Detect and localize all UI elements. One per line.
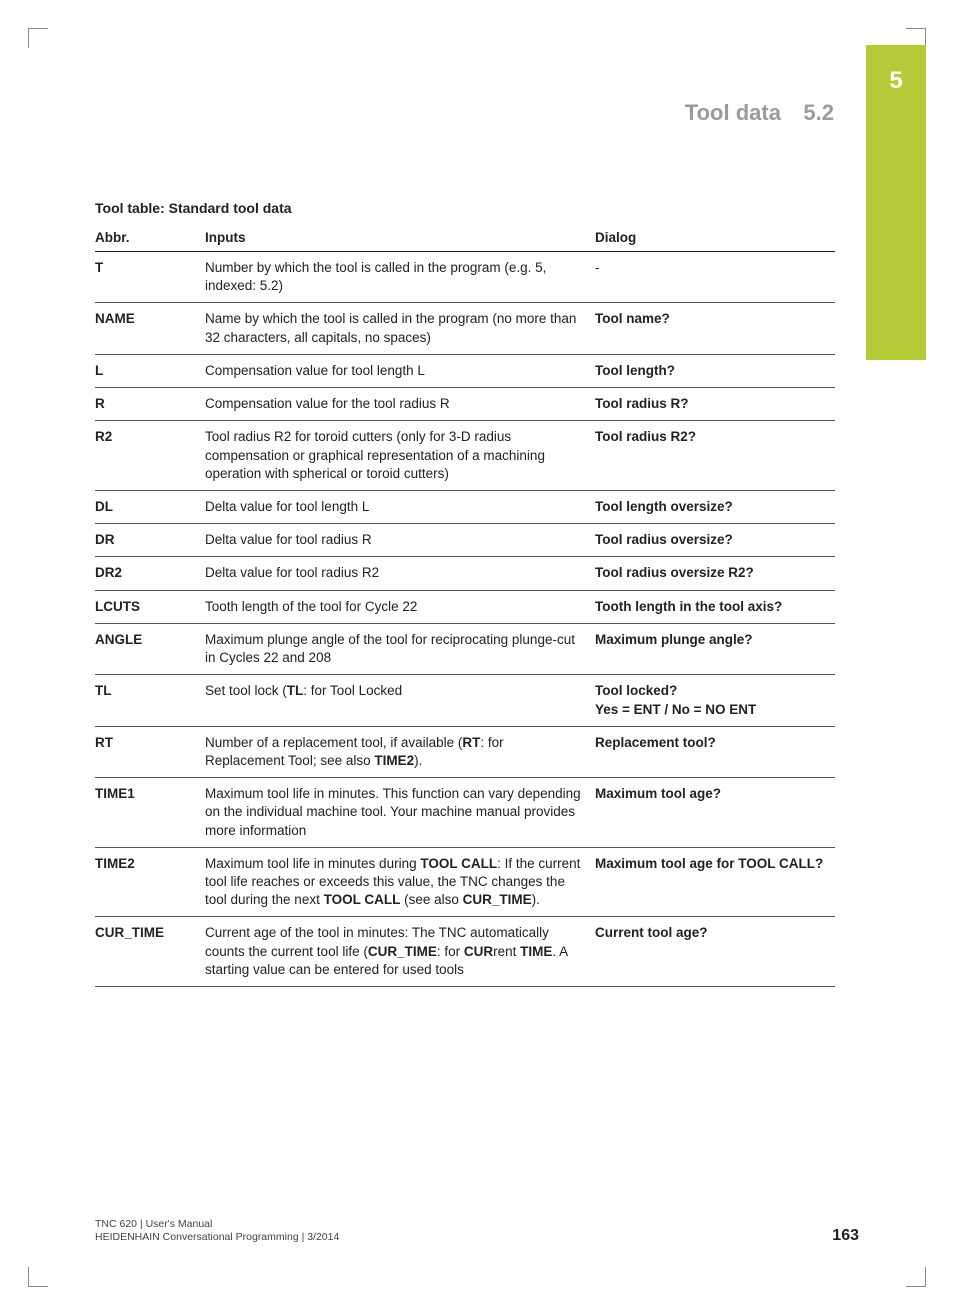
cell-inputs: Set tool lock (TL: for Tool Locked: [205, 675, 595, 726]
cell-dialog: Replacement tool?: [595, 726, 835, 777]
cell-abbr: DR: [95, 524, 205, 557]
crop-mark: [28, 28, 48, 48]
cell-dialog: Current tool age?: [595, 917, 835, 987]
col-header-dialog: Dialog: [595, 224, 835, 252]
cell-abbr: L: [95, 354, 205, 387]
chapter-tab: 5: [866, 45, 926, 360]
cell-abbr: CUR_TIME: [95, 917, 205, 987]
footer-line2: HEIDENHAIN Conversational Programming | …: [95, 1231, 339, 1245]
content: Tool table: Standard tool data Abbr. Inp…: [95, 200, 859, 987]
header-title: Tool data: [685, 100, 781, 126]
table-row: DR2Delta value for tool radius R2Tool ra…: [95, 557, 835, 590]
cell-abbr: T: [95, 252, 205, 303]
footer: TNC 620 | User's Manual HEIDENHAIN Conve…: [95, 1218, 859, 1245]
page-header: Tool data 5.2: [685, 100, 834, 126]
cell-dialog: Tool locked?Yes = ENT / No = NO ENT: [595, 675, 835, 726]
cell-inputs: Compensation value for tool length L: [205, 354, 595, 387]
cell-abbr: DR2: [95, 557, 205, 590]
cell-abbr: R2: [95, 421, 205, 491]
crop-mark: [906, 1267, 926, 1287]
table-row: TNumber by which the tool is called in t…: [95, 252, 835, 303]
table-row: ANGLEMaximum plunge angle of the tool fo…: [95, 623, 835, 674]
crop-mark: [28, 1267, 48, 1287]
table-row: RCompensation value for the tool radius …: [95, 388, 835, 421]
table-row: R2Tool radius R2 for toroid cutters (onl…: [95, 421, 835, 491]
table-row: TLSet tool lock (TL: for Tool LockedTool…: [95, 675, 835, 726]
tool-data-table: Abbr. Inputs Dialog TNumber by which the…: [95, 224, 835, 987]
cell-abbr: ANGLE: [95, 623, 205, 674]
page: 5 Tool data 5.2 Tool table: Standard too…: [0, 0, 954, 1315]
cell-inputs: Name by which the tool is called in the …: [205, 303, 595, 354]
cell-abbr: RT: [95, 726, 205, 777]
cell-dialog: -: [595, 252, 835, 303]
cell-dialog: Tool radius oversize R2?: [595, 557, 835, 590]
table-body: TNumber by which the tool is called in t…: [95, 252, 835, 987]
table-header-row: Abbr. Inputs Dialog: [95, 224, 835, 252]
cell-inputs: Tooth length of the tool for Cycle 22: [205, 590, 595, 623]
cell-inputs: Delta value for tool radius R2: [205, 557, 595, 590]
cell-dialog: Tool length oversize?: [595, 490, 835, 523]
cell-inputs: Tool radius R2 for toroid cutters (only …: [205, 421, 595, 491]
cell-inputs: Delta value for tool radius R: [205, 524, 595, 557]
cell-abbr: R: [95, 388, 205, 421]
table-row: LCompensation value for tool length LToo…: [95, 354, 835, 387]
cell-inputs: Maximum tool life in minutes. This funct…: [205, 778, 595, 848]
cell-inputs: Maximum tool life in minutes during TOOL…: [205, 847, 595, 917]
chapter-number: 5: [866, 67, 926, 95]
cell-abbr: TL: [95, 675, 205, 726]
cell-abbr: TIME1: [95, 778, 205, 848]
table-row: TIME1Maximum tool life in minutes. This …: [95, 778, 835, 848]
table-row: DLDelta value for tool length LTool leng…: [95, 490, 835, 523]
cell-inputs: Number of a replacement tool, if availab…: [205, 726, 595, 777]
cell-dialog: Tool radius R?: [595, 388, 835, 421]
cell-inputs: Delta value for tool length L: [205, 490, 595, 523]
table-row: RTNumber of a replacement tool, if avail…: [95, 726, 835, 777]
cell-inputs: Number by which the tool is called in th…: [205, 252, 595, 303]
col-header-abbr: Abbr.: [95, 224, 205, 252]
page-number: 163: [832, 1227, 859, 1245]
cell-abbr: DL: [95, 490, 205, 523]
table-row: TIME2Maximum tool life in minutes during…: [95, 847, 835, 917]
cell-inputs: Current age of the tool in minutes: The …: [205, 917, 595, 987]
table-caption: Tool table: Standard tool data: [95, 200, 859, 216]
cell-dialog: Tool name?: [595, 303, 835, 354]
cell-abbr: TIME2: [95, 847, 205, 917]
cell-dialog: Maximum plunge angle?: [595, 623, 835, 674]
cell-dialog: Tool radius oversize?: [595, 524, 835, 557]
footer-text: TNC 620 | User's Manual HEIDENHAIN Conve…: [95, 1218, 339, 1245]
cell-inputs: Compensation value for the tool radius R: [205, 388, 595, 421]
cell-dialog: Maximum tool age?: [595, 778, 835, 848]
cell-dialog: Tool radius R2?: [595, 421, 835, 491]
col-header-inputs: Inputs: [205, 224, 595, 252]
table-row: CUR_TIMECurrent age of the tool in minut…: [95, 917, 835, 987]
table-row: LCUTSTooth length of the tool for Cycle …: [95, 590, 835, 623]
cell-dialog: Tool length?: [595, 354, 835, 387]
cell-dialog: Maximum tool age for TOOL CALL?: [595, 847, 835, 917]
cell-dialog: Tooth length in the tool axis?: [595, 590, 835, 623]
table-row: NAMEName by which the tool is called in …: [95, 303, 835, 354]
table-row: DRDelta value for tool radius RTool radi…: [95, 524, 835, 557]
footer-line1: TNC 620 | User's Manual: [95, 1218, 339, 1232]
cell-abbr: NAME: [95, 303, 205, 354]
cell-inputs: Maximum plunge angle of the tool for rec…: [205, 623, 595, 674]
cell-abbr: LCUTS: [95, 590, 205, 623]
header-section: 5.2: [803, 100, 834, 126]
